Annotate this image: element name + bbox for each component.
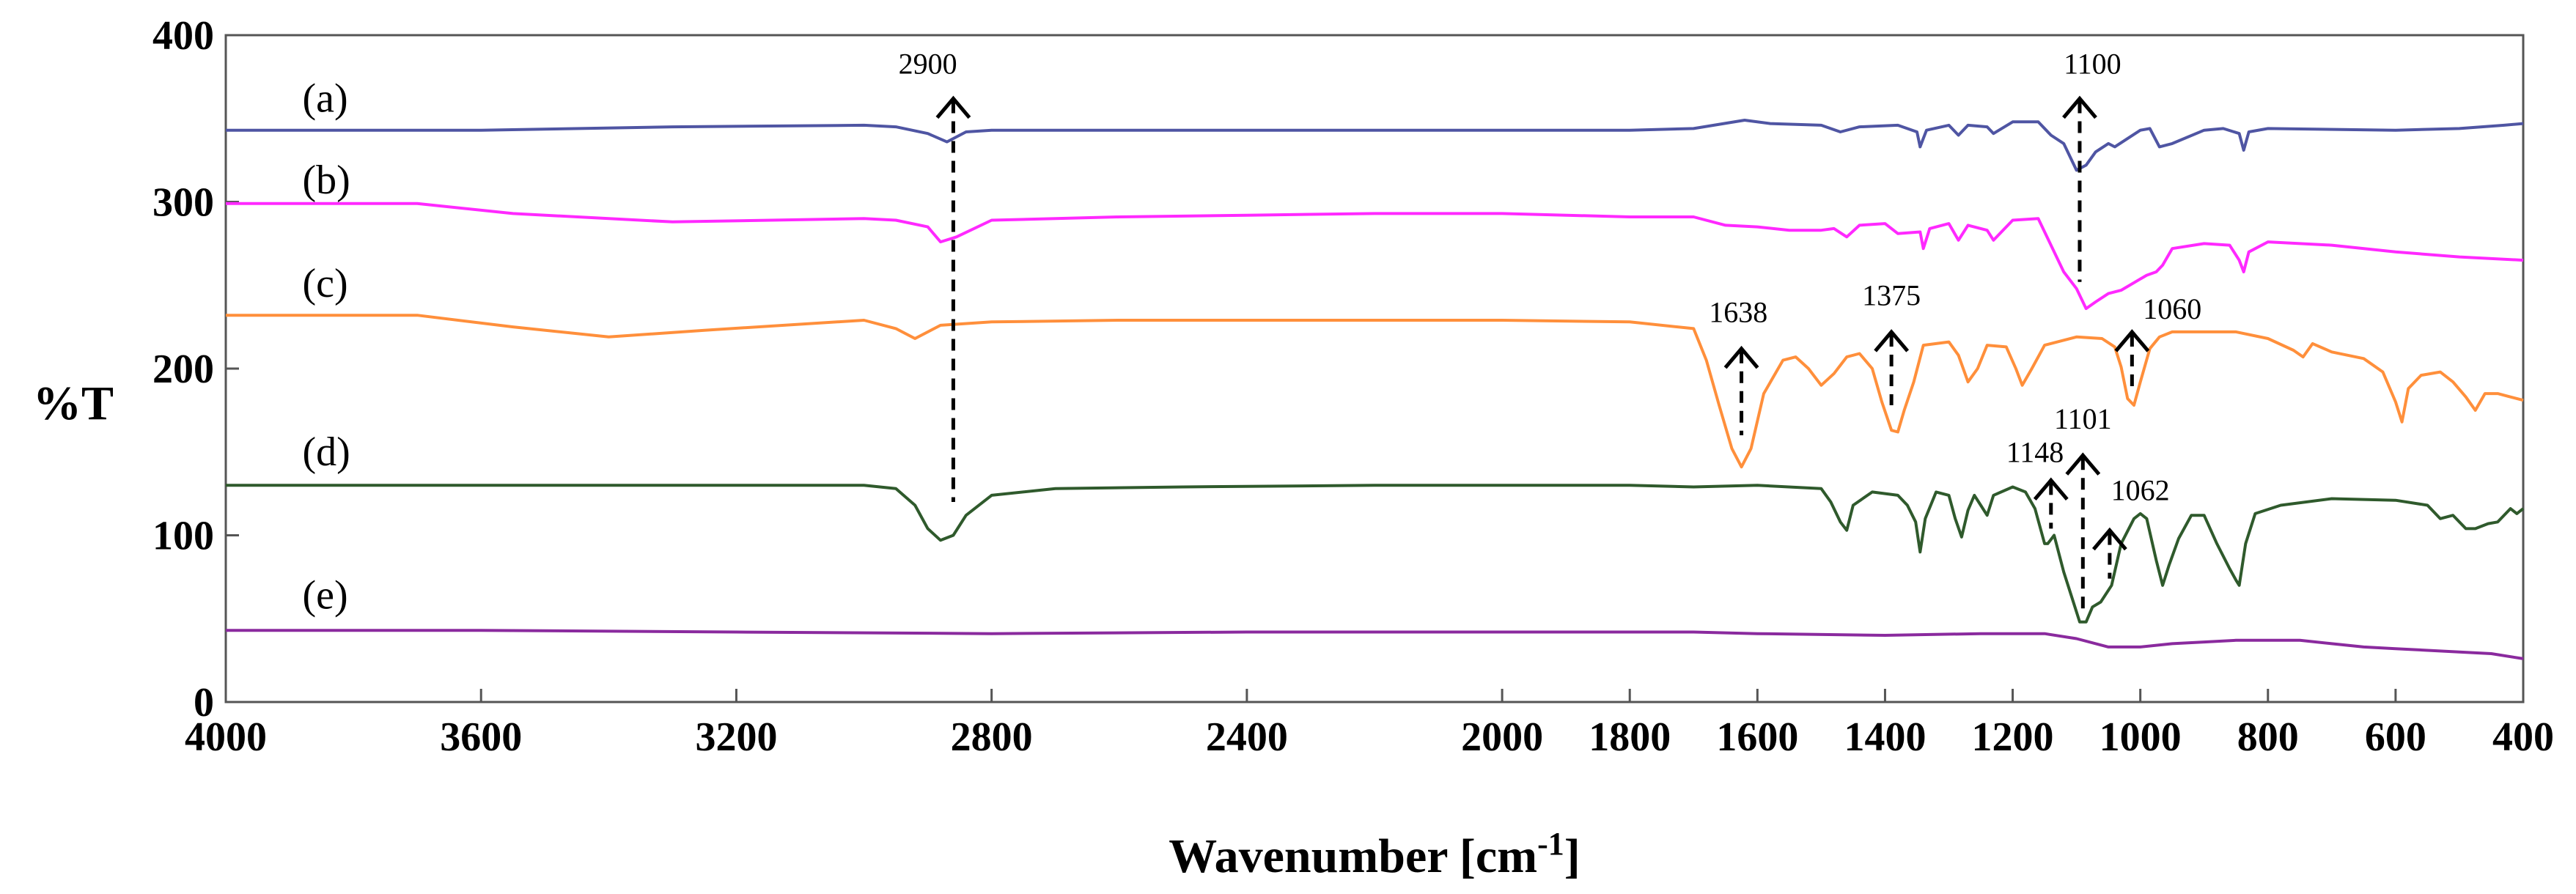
x-tick-label: 2400 (1206, 714, 1288, 760)
x-axis-title-main: Wavenumber [cm (1169, 830, 1537, 883)
series-group: (a) (b) (c) (d) (e) (226, 75, 2525, 660)
x-tick-label: 4000 (185, 714, 267, 760)
annotation-arrowhead (2091, 527, 2127, 551)
x-tick-label: 1800 (1589, 714, 1671, 760)
y-axis: 0 100 200 300 400 (152, 13, 239, 725)
x-tick-label: 600 (2365, 714, 2426, 760)
series-line-e (226, 629, 2524, 660)
annotation-label: 1638 (1709, 295, 1767, 328)
annotation-label: 1060 (2143, 292, 2201, 325)
annotation-label: 1375 (1862, 279, 1921, 312)
y-tick-label: 0 (194, 680, 214, 725)
x-axis-title-close: ] (1564, 830, 1580, 883)
annotation-arrowhead (2033, 477, 2069, 501)
annotation-arrowhead (935, 95, 971, 119)
annotation-arrowhead (2114, 329, 2150, 352)
series-line-c (226, 314, 2524, 469)
x-tick-label: 1400 (1844, 714, 1926, 760)
plot-area: 0 100 200 300 400 4000 3600 3200 2800 2400 2000 18… (152, 13, 2554, 760)
annotation-label: 2900 (899, 47, 957, 80)
x-axis: 4000 3600 3200 2800 2400 2000 1800 1600 1400 1200… (185, 689, 2554, 760)
x-tick-label: 1000 (2100, 714, 2182, 760)
series-label: (e) (302, 572, 347, 618)
x-axis-title: Wavenumber [cm-1] (1169, 826, 1580, 884)
y-tick-label: 400 (152, 13, 214, 59)
y-tick-label: 200 (152, 347, 214, 392)
plot-frame (224, 34, 2525, 703)
x-tick-label: 1600 (1716, 714, 1798, 760)
y-tick-label: 300 (152, 180, 214, 226)
x-tick-label: 800 (2237, 714, 2299, 760)
annotation-label: 1100 (2064, 47, 2121, 80)
annotation-arrowhead (2065, 452, 2101, 476)
y-tick-label: 100 (152, 514, 214, 559)
annotation-arrowhead (1723, 345, 1759, 369)
annotation-label: 1101 (2054, 402, 2112, 435)
annotation-label: 1062 (2111, 474, 2170, 507)
x-tick-label: 400 (2492, 714, 2554, 760)
annotation-label: 1148 (2006, 435, 2064, 468)
x-tick-label: 1200 (1972, 714, 2054, 760)
series-label: (b) (302, 158, 350, 203)
x-tick-label: 2000 (1461, 714, 1543, 760)
series-line-b (226, 202, 2524, 311)
series-line-d (226, 484, 2525, 624)
x-tick-label: 3600 (440, 714, 522, 760)
annotation-arrowhead (2062, 95, 2097, 119)
series-label: (a) (302, 75, 347, 121)
annotation-arrowhead (1874, 329, 1910, 352)
series-label: (d) (302, 429, 350, 475)
series-line-a (226, 119, 2524, 172)
x-axis-title-superscript: -1 (1537, 826, 1564, 862)
y-axis-title: %T (33, 377, 114, 430)
x-tick-label: 2800 (951, 714, 1033, 760)
series-label: (c) (302, 261, 347, 306)
x-tick-label: 3200 (695, 714, 777, 760)
